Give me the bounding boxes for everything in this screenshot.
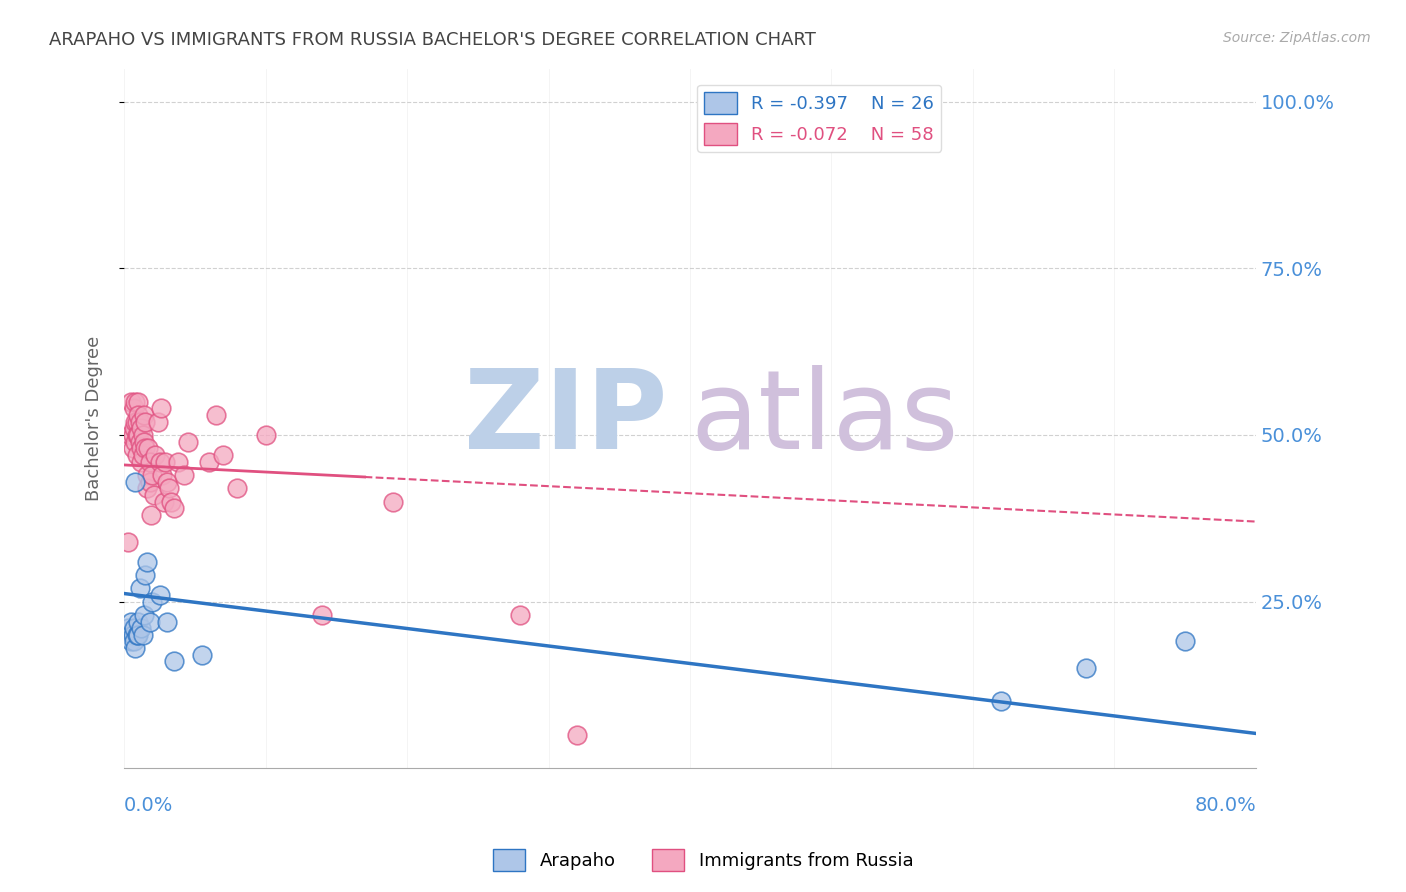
Point bbox=[149, 401, 172, 416]
Point bbox=[1174, 634, 1197, 648]
Point bbox=[125, 448, 148, 462]
Point bbox=[157, 481, 180, 495]
Point bbox=[118, 428, 141, 442]
Point bbox=[990, 694, 1012, 708]
Point bbox=[143, 448, 166, 462]
Point bbox=[120, 615, 142, 629]
Point bbox=[121, 628, 143, 642]
Point bbox=[127, 394, 149, 409]
Point bbox=[124, 394, 146, 409]
Point bbox=[127, 408, 149, 422]
Point bbox=[124, 641, 146, 656]
Point bbox=[177, 434, 200, 449]
Point bbox=[173, 467, 195, 482]
Point bbox=[136, 442, 159, 456]
Point bbox=[155, 475, 177, 489]
Y-axis label: Bachelor's Degree: Bachelor's Degree bbox=[86, 335, 103, 501]
Text: ARAPAHO VS IMMIGRANTS FROM RUSSIA BACHELOR'S DEGREE CORRELATION CHART: ARAPAHO VS IMMIGRANTS FROM RUSSIA BACHEL… bbox=[49, 31, 815, 49]
Point bbox=[152, 494, 174, 508]
Point bbox=[311, 607, 333, 622]
Point bbox=[122, 421, 145, 435]
Text: 0.0%: 0.0% bbox=[124, 796, 173, 815]
Point bbox=[135, 467, 157, 482]
Point bbox=[134, 567, 156, 582]
Text: atlas: atlas bbox=[690, 365, 959, 472]
Point bbox=[127, 615, 149, 629]
Point bbox=[141, 467, 163, 482]
Point bbox=[131, 428, 153, 442]
Point bbox=[135, 481, 157, 495]
Point bbox=[163, 501, 186, 516]
Point bbox=[122, 634, 145, 648]
Point bbox=[132, 434, 155, 449]
Point bbox=[226, 481, 249, 495]
Point bbox=[205, 408, 228, 422]
Point bbox=[134, 415, 156, 429]
Point bbox=[131, 448, 153, 462]
Point bbox=[148, 588, 170, 602]
Point bbox=[132, 408, 155, 422]
Point bbox=[124, 434, 146, 449]
Point bbox=[167, 454, 190, 468]
Point bbox=[124, 475, 146, 489]
Point bbox=[120, 394, 142, 409]
Text: 80.0%: 80.0% bbox=[1194, 796, 1256, 815]
Point bbox=[125, 628, 148, 642]
Point bbox=[146, 415, 169, 429]
Point bbox=[125, 415, 148, 429]
Point bbox=[117, 621, 139, 635]
Point bbox=[191, 648, 214, 662]
Point bbox=[128, 581, 150, 595]
Point bbox=[381, 494, 404, 508]
Point bbox=[198, 454, 221, 468]
Point bbox=[120, 634, 142, 648]
Point bbox=[159, 494, 181, 508]
Point bbox=[127, 628, 149, 642]
Point bbox=[141, 594, 163, 608]
Point bbox=[139, 508, 162, 522]
Legend: R = -0.397    N = 26, R = -0.072    N = 58: R = -0.397 N = 26, R = -0.072 N = 58 bbox=[697, 85, 941, 152]
Point bbox=[254, 428, 277, 442]
Point bbox=[153, 454, 176, 468]
Point bbox=[212, 448, 235, 462]
Point bbox=[138, 454, 160, 468]
Point bbox=[128, 415, 150, 429]
Point bbox=[142, 488, 165, 502]
Point bbox=[129, 621, 152, 635]
Legend: Arapaho, Immigrants from Russia: Arapaho, Immigrants from Russia bbox=[485, 842, 921, 879]
Point bbox=[565, 728, 588, 742]
Point bbox=[117, 534, 139, 549]
Text: ZIP: ZIP bbox=[464, 365, 668, 472]
Point bbox=[122, 401, 145, 416]
Point bbox=[129, 454, 152, 468]
Point bbox=[138, 475, 160, 489]
Point bbox=[129, 442, 152, 456]
Point bbox=[131, 628, 153, 642]
Point bbox=[121, 428, 143, 442]
Point bbox=[135, 555, 157, 569]
Point bbox=[132, 607, 155, 622]
Point bbox=[121, 442, 143, 456]
Point bbox=[129, 421, 152, 435]
Point bbox=[127, 428, 149, 442]
Text: Source: ZipAtlas.com: Source: ZipAtlas.com bbox=[1223, 31, 1371, 45]
Point bbox=[134, 442, 156, 456]
Point bbox=[124, 415, 146, 429]
Point bbox=[155, 615, 177, 629]
Point bbox=[1074, 661, 1097, 675]
Point bbox=[138, 615, 160, 629]
Point bbox=[148, 454, 170, 468]
Point bbox=[128, 434, 150, 449]
Point bbox=[125, 428, 148, 442]
Point bbox=[509, 607, 531, 622]
Point bbox=[163, 655, 186, 669]
Point bbox=[150, 467, 173, 482]
Point bbox=[122, 621, 145, 635]
